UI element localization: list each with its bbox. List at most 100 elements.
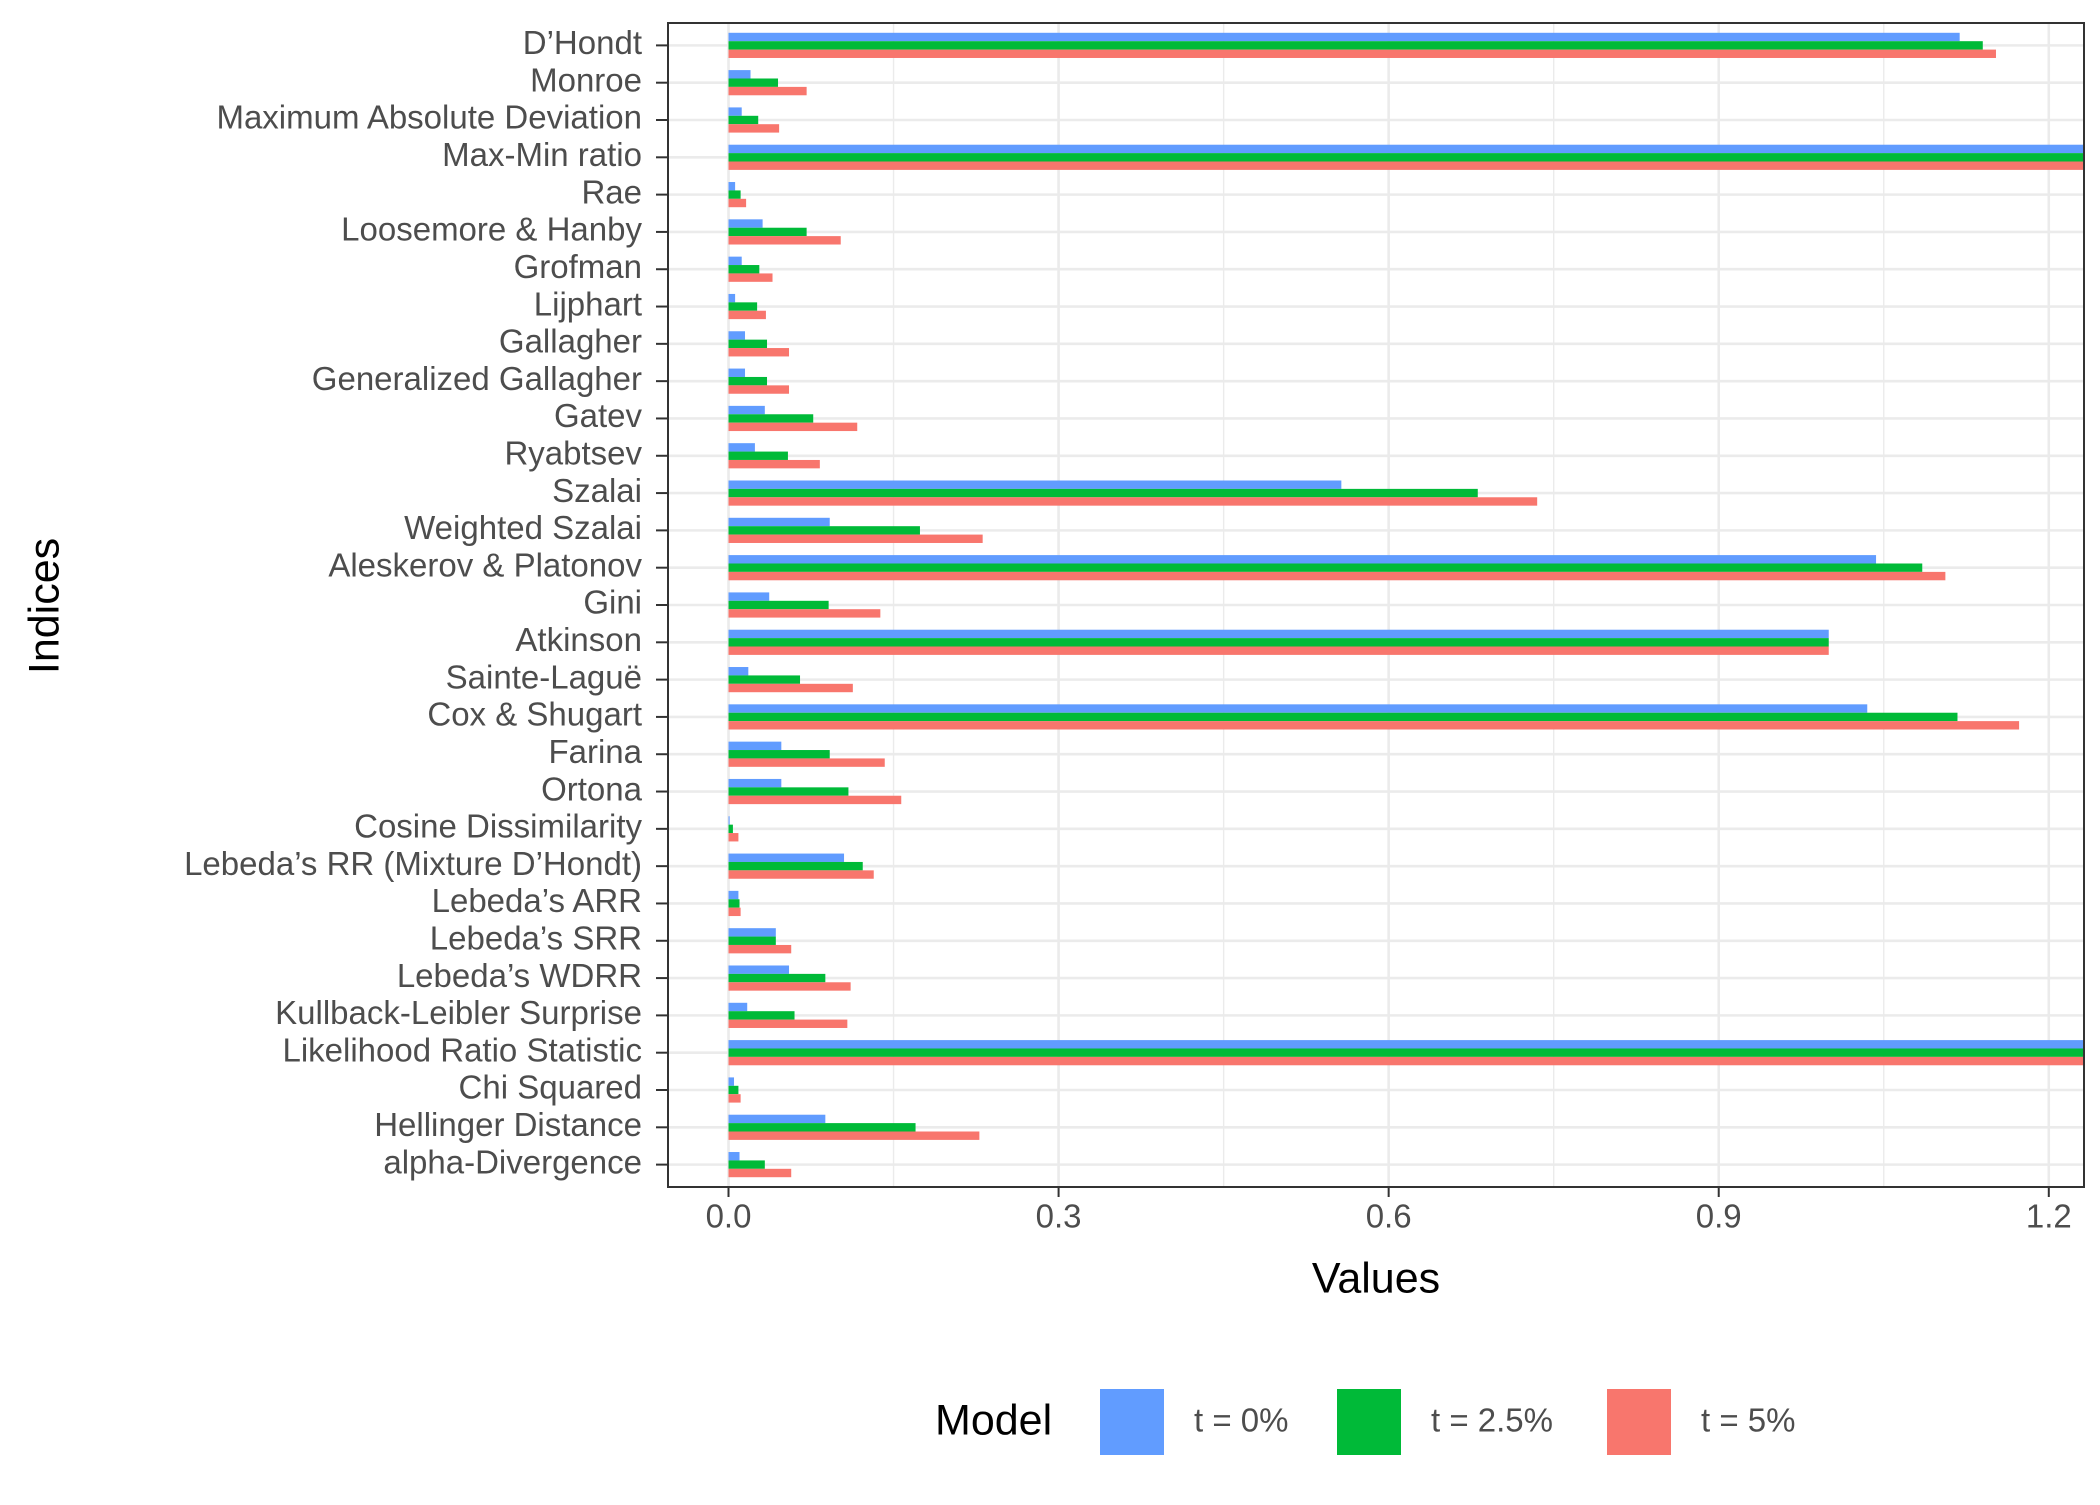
bar — [728, 339, 768, 349]
bar — [728, 70, 751, 79]
bar — [728, 667, 749, 676]
bars — [728, 32, 2084, 1178]
bar — [728, 907, 741, 917]
x-tick-label: 0.0 — [706, 1198, 752, 1235]
y-tick-label: Ortona — [541, 770, 643, 807]
y-tick-label: Generalized Gallagher — [312, 360, 642, 397]
y-tick-label: Monroe — [530, 61, 642, 98]
bar — [728, 638, 1829, 647]
y-tick-label: Loosemore & Hanby — [341, 211, 642, 248]
bar — [728, 368, 746, 377]
y-tick-label: Gallagher — [499, 323, 642, 360]
bar — [728, 526, 920, 535]
bar — [728, 451, 788, 460]
bar — [728, 1011, 795, 1020]
bar — [728, 816, 730, 825]
legend-label: t = 0% — [1194, 1402, 1288, 1439]
bar — [728, 683, 853, 693]
bar — [728, 944, 792, 954]
bar — [728, 41, 1983, 50]
bar — [728, 115, 759, 125]
y-tick-label: Lebeda’s SRR — [430, 919, 642, 956]
y-tick-label: alpha-Divergence — [383, 1143, 642, 1180]
bar — [728, 293, 736, 303]
bar — [728, 758, 885, 767]
bar — [728, 741, 782, 751]
bar — [728, 571, 1946, 581]
bar — [728, 182, 736, 191]
legend-title: Model — [935, 1396, 1052, 1444]
legend-label: t = 2.5% — [1431, 1402, 1553, 1439]
bar — [728, 563, 1923, 572]
y-tick-label: Lijphart — [534, 285, 642, 322]
legend-key — [1100, 1389, 1164, 1455]
bar — [728, 1019, 848, 1028]
bar — [728, 144, 2084, 154]
y-tick-label: Weighted Szalai — [404, 509, 642, 546]
bar — [728, 124, 780, 133]
bar — [728, 1094, 741, 1103]
y-tick-label: Lebeda’s ARR — [432, 882, 642, 919]
y-tick-label: Maximum Absolute Deviation — [216, 99, 642, 136]
bar — [728, 1056, 2084, 1066]
bar — [728, 534, 983, 543]
bar — [728, 422, 858, 432]
bar — [728, 787, 849, 796]
bar — [728, 592, 770, 601]
x-tick-label: 0.3 — [1036, 1198, 1082, 1235]
bar — [728, 1123, 916, 1132]
bar — [728, 256, 742, 266]
bar — [728, 928, 776, 937]
bar — [728, 982, 851, 991]
bar — [728, 488, 1478, 498]
bar — [728, 1048, 2084, 1057]
bar — [728, 265, 760, 274]
bar — [728, 609, 881, 618]
bar — [728, 517, 830, 527]
y-tick-label: Rae — [581, 173, 642, 210]
bar — [728, 600, 829, 610]
y-tick-label: Ryabtsev — [504, 434, 642, 471]
bar — [728, 107, 742, 116]
bar — [728, 78, 779, 87]
y-tick-label: Lebeda’s RR (Mixture D’Hondt) — [184, 845, 642, 882]
bar — [728, 721, 2020, 730]
bar — [728, 480, 1342, 489]
bar — [728, 1085, 739, 1095]
bar — [728, 198, 747, 208]
bar — [728, 227, 807, 237]
y-axis-title: Indices — [20, 538, 68, 674]
y-tick-label: Gini — [583, 584, 642, 621]
bar — [728, 1114, 826, 1124]
legend-label: t = 5% — [1701, 1402, 1795, 1439]
bar — [728, 853, 845, 862]
bar — [728, 899, 740, 908]
x-tick-label: 0.6 — [1366, 1198, 1412, 1235]
bar — [728, 1002, 748, 1012]
bar — [728, 443, 755, 452]
bar — [728, 405, 765, 415]
y-tick-label: Cosine Dissimilarity — [354, 808, 642, 845]
bar — [728, 824, 733, 834]
y-tick-label: Hellinger Distance — [374, 1106, 642, 1143]
x-tick-label: 0.9 — [1696, 1198, 1742, 1235]
bar — [728, 236, 841, 245]
bar — [728, 712, 1958, 722]
bar — [728, 49, 1996, 58]
bar — [728, 153, 2084, 162]
x-axis-title: Values — [1312, 1254, 1440, 1302]
y-tick-label: Grofman — [514, 248, 642, 285]
y-tick-label: Chi Squared — [459, 1069, 642, 1106]
bar — [728, 795, 902, 805]
bar — [728, 414, 814, 423]
bar — [728, 833, 739, 842]
y-tick-label: Sainte-Laguë — [446, 658, 642, 695]
bar — [728, 331, 746, 340]
bar — [728, 861, 863, 871]
x-tick-label: 1.2 — [2026, 1198, 2072, 1235]
y-tick-label: Kullback-Leibler Surprise — [275, 994, 642, 1031]
bar — [728, 190, 741, 199]
bar — [728, 348, 790, 357]
bar — [728, 750, 830, 759]
